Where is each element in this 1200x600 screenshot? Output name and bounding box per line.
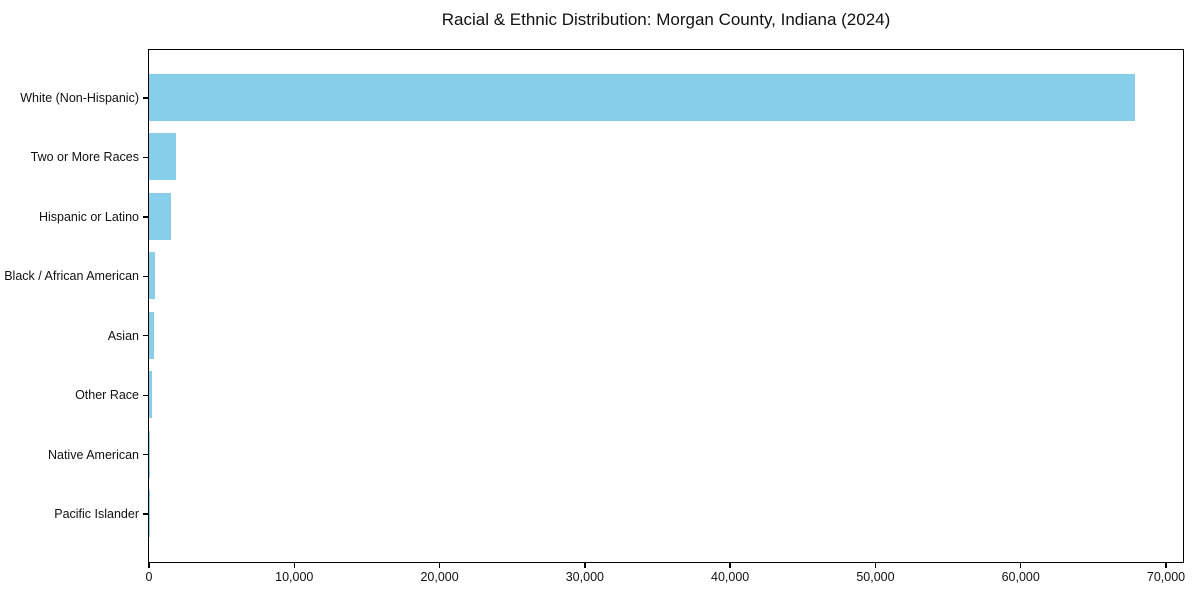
y-tick-mark bbox=[142, 216, 148, 218]
chart-title: Racial & Ethnic Distribution: Morgan Cou… bbox=[441, 10, 891, 29]
x-tick-mark bbox=[293, 562, 295, 568]
y-tick-mark bbox=[142, 97, 148, 99]
x-tick-mark bbox=[148, 562, 150, 568]
y-tick-mark bbox=[142, 275, 148, 278]
chart-bar bbox=[148, 192, 171, 240]
y-axis-label: Asian bbox=[107, 328, 139, 343]
x-tick-label: 0 bbox=[145, 569, 153, 584]
y-tick-mark bbox=[142, 513, 148, 515]
y-axis-label: Hispanic or Latino bbox=[38, 209, 139, 224]
x-tick-label: 50,000 bbox=[856, 569, 895, 584]
y-axis-label: Native American bbox=[47, 447, 139, 462]
x-tick-mark bbox=[729, 562, 731, 568]
x-tick-mark bbox=[1165, 562, 1167, 568]
x-tick-mark bbox=[874, 562, 877, 568]
y-axis-label: Pacific Islander bbox=[54, 507, 139, 522]
x-tick-label: 70,000 bbox=[1146, 569, 1186, 584]
x-tick-label: 10,000 bbox=[275, 569, 314, 584]
chart-bar bbox=[148, 74, 1135, 121]
x-tick-mark bbox=[584, 562, 586, 568]
y-axis-label: Black / African American bbox=[4, 269, 139, 284]
x-tick-label: 20,000 bbox=[420, 569, 459, 584]
x-tick-label: 30,000 bbox=[565, 569, 604, 584]
y-tick-mark bbox=[142, 335, 148, 337]
y-tick-mark bbox=[142, 454, 148, 456]
chart-bar bbox=[148, 371, 152, 419]
chart-bar bbox=[148, 252, 156, 300]
chart-bar bbox=[148, 430, 150, 478]
x-tick-mark bbox=[1020, 562, 1022, 568]
chart-bar bbox=[148, 133, 177, 181]
chart-bar bbox=[148, 311, 154, 359]
plot-area bbox=[147, 48, 1184, 563]
y-tick-mark bbox=[142, 156, 148, 159]
y-axis-label: Other Race bbox=[75, 388, 139, 403]
x-tick-mark bbox=[438, 562, 441, 568]
x-tick-label: 60,000 bbox=[1001, 569, 1040, 584]
y-axis-label: Two or More Races bbox=[30, 150, 139, 165]
y-axis-label: White (Non-Hispanic) bbox=[20, 91, 139, 105]
x-tick-label: 40,000 bbox=[711, 569, 750, 584]
y-tick-mark bbox=[142, 394, 148, 396]
